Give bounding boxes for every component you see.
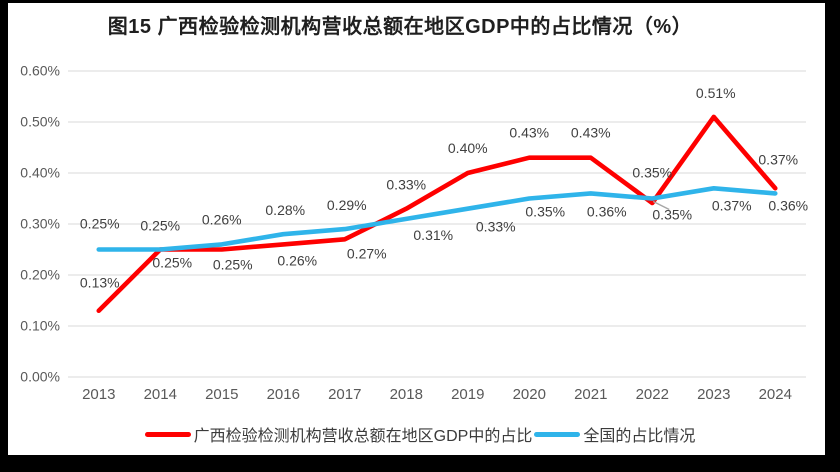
data-label-guangxi: 0.13% bbox=[80, 275, 120, 291]
legend-item-national: 全国的占比情况 bbox=[534, 422, 695, 446]
data-label-guangxi: 0.43% bbox=[571, 125, 611, 141]
data-label-national: 0.36% bbox=[768, 197, 808, 213]
data-label-guangxi: 0.51% bbox=[696, 85, 736, 101]
data-label-national: 0.36% bbox=[587, 203, 627, 219]
chart-background bbox=[8, 3, 825, 455]
x-axis-year-label: 2016 bbox=[267, 386, 300, 403]
x-axis-year-label: 2020 bbox=[513, 386, 546, 403]
y-axis-tick-label: 0.00% bbox=[20, 369, 60, 385]
data-label-guangxi: 0.40% bbox=[448, 140, 488, 156]
data-label-guangxi: 0.37% bbox=[758, 151, 798, 167]
data-label-guangxi: 0.27% bbox=[347, 245, 387, 261]
x-axis-year-label: 2024 bbox=[759, 386, 792, 403]
y-axis-tick-label: 0.40% bbox=[20, 165, 60, 181]
y-axis-tick-label: 0.60% bbox=[20, 63, 60, 79]
data-label-guangxi: 0.25% bbox=[152, 255, 192, 271]
data-label-national: 0.28% bbox=[265, 202, 305, 218]
y-axis-tick-label: 0.50% bbox=[20, 114, 60, 130]
x-axis-year-label: 2013 bbox=[82, 386, 115, 403]
x-axis-year-label: 2023 bbox=[697, 386, 730, 403]
data-label-national: 0.35% bbox=[652, 207, 692, 223]
data-label-national: 0.25% bbox=[80, 216, 120, 232]
data-label-guangxi: 0.43% bbox=[509, 125, 549, 141]
legend-label-national: 全国的占比情况 bbox=[583, 428, 696, 445]
data-label-guangxi: 0.26% bbox=[277, 252, 317, 268]
data-label-national: 0.35% bbox=[525, 204, 565, 220]
series-line-national bbox=[96, 186, 778, 252]
x-axis-year-label: 2014 bbox=[144, 386, 177, 403]
data-label-national: 0.31% bbox=[413, 227, 453, 243]
x-axis-year-label: 2022 bbox=[636, 386, 669, 403]
chart-title: 图15 广西检验检测机构营收总额在地区GDP中的占比情况（%） bbox=[107, 16, 693, 38]
legend-item-guangxi: 广西检验检测机构营收总额在地区GDP中的占比 bbox=[144, 422, 533, 446]
y-axis-tick-label: 0.30% bbox=[20, 216, 60, 232]
legend: 广西检验检测机构营收总额在地区GDP中的占比 全国的占比情况 bbox=[0, 422, 840, 446]
x-axis-year-label: 2017 bbox=[328, 386, 361, 403]
data-label-national: 0.37% bbox=[712, 197, 752, 213]
legend-label-guangxi: 广西检验检测机构营收总额在地区GDP中的占比 bbox=[193, 428, 533, 445]
data-label-guangxi: 0.35% bbox=[632, 165, 672, 181]
data-label-national: 0.25% bbox=[140, 218, 180, 234]
data-label-national: 0.26% bbox=[202, 211, 242, 227]
data-label-guangxi: 0.25% bbox=[213, 257, 253, 273]
x-axis-year-label: 2021 bbox=[574, 386, 607, 403]
data-label-national: 0.33% bbox=[476, 219, 516, 235]
data-label-national: 0.29% bbox=[327, 197, 367, 213]
legend-swatch-national-line-icon bbox=[534, 431, 581, 437]
leader-line bbox=[652, 200, 670, 211]
series-line-guangxi bbox=[96, 114, 778, 314]
legend-swatch-guangxi-line-icon bbox=[144, 431, 191, 437]
y-axis-tick-label: 0.10% bbox=[20, 318, 60, 334]
x-axis-year-label: 2015 bbox=[205, 386, 238, 403]
x-axis-year-label: 2019 bbox=[451, 386, 484, 403]
y-axis-tick-label: 0.20% bbox=[20, 267, 60, 283]
x-axis-year-label: 2018 bbox=[390, 386, 423, 403]
data-label-guangxi: 0.33% bbox=[386, 177, 426, 193]
